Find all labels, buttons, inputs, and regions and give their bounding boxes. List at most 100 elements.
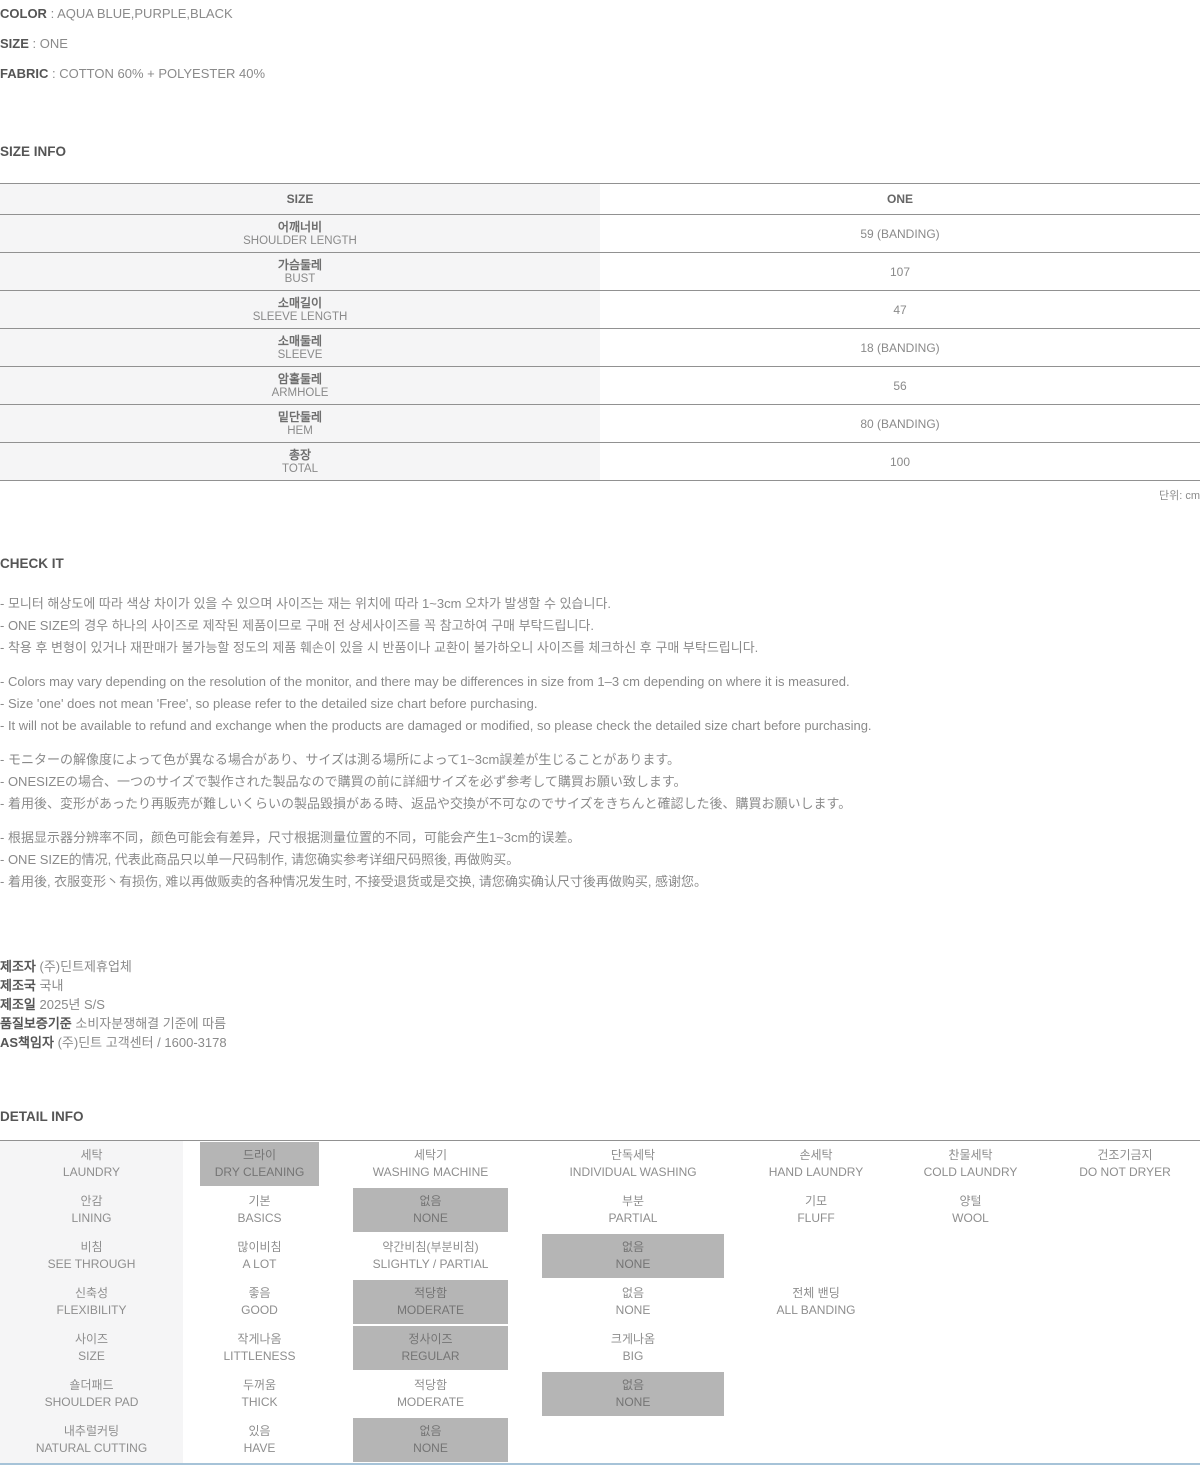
detail-option-cell xyxy=(891,1371,1050,1417)
detail-option-kr: 정사이즈 xyxy=(408,1332,453,1346)
detail-option-kr: 있음 xyxy=(248,1424,271,1438)
check-it-paragraphs: - 모니터 해상도에 따라 색상 차이가 있을 수 있으며 사이즈는 재는 위치… xyxy=(0,593,1200,893)
detail-category-cell: 신축성 FLEXIBILITY xyxy=(0,1279,183,1325)
size-table: SIZE ONE 어깨너비 SHOULDER LENGTH 59 (BANDING)… xyxy=(0,183,1200,481)
check-it-line: - 착용 후 변형이 있거나 재판매가 불가능할 정도의 제품 훼손이 있을 시… xyxy=(0,640,759,655)
size-table-rows: 어깨너비 SHOULDER LENGTH 59 (BANDING) 가슴둘레 BUST 1… xyxy=(0,215,1200,481)
manufacturer-line: 제조자 (주)딘트제휴업체 xyxy=(0,957,1200,976)
detail-category-cell: 세탁 LAUNDRY xyxy=(0,1141,183,1187)
detail-option: 약간비침(부분비침) SLIGHTLY / PARTIAL xyxy=(353,1234,508,1278)
detail-option-selected: 정사이즈 REGULAR xyxy=(353,1326,508,1370)
size-row-value: 107 xyxy=(889,264,911,279)
detail-option-kr: 두꺼움 xyxy=(242,1378,277,1392)
size-info-heading: SIZE INFO xyxy=(0,144,67,159)
check-it-line: - Colors may vary depending on the resol… xyxy=(0,674,850,689)
detail-table: 세탁 LAUNDRY 드라이 DRY CLEANING 세탁기 WASHING MACHI… xyxy=(0,1140,1200,1465)
attr-fabric-label: FABRIC xyxy=(0,66,49,81)
check-it-paragraph: - 根据显示器分辨率不同，颜色可能会有差异，尺寸根据测量位置的不同，可能会产生1… xyxy=(0,827,1200,893)
manufacturer-label: 제조일 xyxy=(0,997,36,1012)
attr-fabric-value: COTTON 60% + POLYESTER 40% xyxy=(59,66,266,81)
detail-option: 양털 WOOL xyxy=(908,1188,1033,1232)
detail-option-kr: 기모 xyxy=(804,1194,828,1208)
check-it-line: - ONESIZEの場合、一つのサイズで製作された製品なので購買の前に詳細サイズ… xyxy=(0,774,687,789)
detail-option-cell xyxy=(1050,1187,1200,1233)
product-attributes: COLOR : AQUA BLUE,PURPLE,BLACK SIZE : ON… xyxy=(0,6,1200,81)
size-row-value: 80 (BANDING) xyxy=(860,416,940,431)
detail-option-cell: 있음 HAVE xyxy=(183,1417,336,1463)
manufacturer-label: 제조자 xyxy=(0,959,36,974)
detail-option: 적당함 MODERATE xyxy=(353,1372,508,1416)
size-row-label-cell: 총장 TOTAL xyxy=(0,443,600,480)
check-it-heading: CHECK IT xyxy=(0,556,64,571)
detail-option-en: REGULAR xyxy=(401,1349,460,1363)
manufacturer-value: (주)딘트제휴업체 xyxy=(39,959,132,974)
size-row-label-kr: 가슴둘레 xyxy=(277,257,323,272)
check-it-paragraph: - モニターの解像度によって色が異なる場合があり、サイズは測る場所によって1~3… xyxy=(0,749,1200,815)
detail-option-cell: 정사이즈 REGULAR xyxy=(336,1325,525,1371)
attr-size-value: ONE xyxy=(39,36,68,51)
detail-option-cell: 기본 BASICS xyxy=(183,1187,336,1233)
detail-option-kr: 작게나옴 xyxy=(237,1332,282,1346)
size-table-header-label: SIZE xyxy=(286,192,314,206)
detail-option-kr: 건조기금지 xyxy=(1097,1148,1153,1162)
size-row-label-kr: 총장 xyxy=(288,447,312,462)
detail-info-heading: DETAIL INFO xyxy=(0,1109,84,1124)
size-row-label-kr: 소매길이 xyxy=(277,295,323,310)
detail-option-selected: 없음 NONE xyxy=(353,1418,508,1462)
detail-option-en: ALL BANDING xyxy=(776,1303,856,1317)
detail-option-kr: 많이비침 xyxy=(237,1240,282,1254)
size-table-row: 어깨너비 SHOULDER LENGTH 59 (BANDING) xyxy=(0,215,1200,253)
size-row-label-cell: 소매길이 SLEEVE LENGTH xyxy=(0,291,600,328)
check-it-line: - It will not be available to refund and… xyxy=(0,718,872,733)
detail-option-selected: 없음 NONE xyxy=(542,1372,724,1416)
detail-option-kr: 전체 밴딩 xyxy=(792,1286,840,1300)
detail-category-kr: 세탁 xyxy=(80,1148,103,1162)
detail-option-cell xyxy=(1050,1371,1200,1417)
detail-option-cell: 드라이 DRY CLEANING xyxy=(183,1141,336,1187)
size-table-header-row: SIZE ONE xyxy=(0,184,1200,215)
size-row-value-cell: 80 (BANDING) xyxy=(600,405,1200,442)
detail-option-cell xyxy=(891,1417,1050,1463)
attr-size: SIZE : ONE xyxy=(0,36,1200,51)
size-row-value: 100 xyxy=(889,454,911,469)
unit-note: 단위: cm xyxy=(1158,490,1200,502)
detail-option: 좋음 GOOD xyxy=(200,1280,319,1324)
check-it-line: - 모니터 해상도에 따라 색상 차이가 있을 수 있으며 사이즈는 재는 위치… xyxy=(0,596,612,611)
detail-option-cell: 두꺼움 THICK xyxy=(183,1371,336,1417)
size-row-label-cell: 암홀둘레 ARMHOLE xyxy=(0,367,600,404)
size-row-value-cell: 107 xyxy=(600,253,1200,290)
manufacturer-line: 제조국 국내 xyxy=(0,976,1200,995)
detail-option: 기모 FLUFF xyxy=(758,1188,874,1232)
size-row-label-en: TOTAL xyxy=(282,462,318,475)
size-table-row: 소매길이 SLEEVE LENGTH 47 xyxy=(0,291,1200,329)
size-table-row: 암홀둘레 ARMHOLE 56 xyxy=(0,367,1200,405)
size-row-label-kr: 암홀둘레 xyxy=(277,371,323,386)
detail-option: 건조기금지 DO NOT DRYER xyxy=(1067,1142,1183,1186)
detail-table-row: 세탁 LAUNDRY 드라이 DRY CLEANING 세탁기 WASHING MACHI… xyxy=(0,1141,1200,1187)
detail-option-en: NONE xyxy=(615,1395,651,1409)
size-row-label-en: SHOULDER LENGTH xyxy=(243,234,357,247)
size-row-label-kr: 밑단둘레 xyxy=(277,409,323,424)
check-it-line: - 着用後、変形があったり再販売が難しいくらいの製品毀損がある時、返品や交換が不… xyxy=(0,796,852,811)
detail-option-en: GOOD xyxy=(241,1303,278,1317)
detail-option-cell: 건조기금지 DO NOT DRYER xyxy=(1050,1141,1200,1187)
detail-option-cell xyxy=(1050,1279,1200,1325)
detail-option-cell xyxy=(741,1325,891,1371)
detail-category-kr: 안감 xyxy=(80,1194,103,1208)
detail-category-en: SHOULDER PAD xyxy=(44,1395,139,1409)
detail-option: 단독세탁 INDIVIDUAL WASHING xyxy=(542,1142,724,1186)
detail-table-row: 사이즈 SIZE 작게나옴 LITTLENESS 정사이즈 REGULAR 크게나옴 BIG xyxy=(0,1325,1200,1371)
detail-option-en: COLD LAUNDRY xyxy=(923,1165,1018,1179)
detail-option-cell xyxy=(1050,1233,1200,1279)
detail-option-selected: 드라이 DRY CLEANING xyxy=(200,1142,319,1186)
detail-option-en: THICK xyxy=(241,1395,278,1409)
detail-option-kr: 손세탁 xyxy=(799,1148,833,1162)
detail-category-en: FLEXIBILITY xyxy=(56,1303,127,1317)
check-it-line: - Size 'one' does not mean 'Free', so pl… xyxy=(0,696,538,711)
size-row-label-en: BUST xyxy=(284,272,316,285)
check-it-line: - ONE SIZE的情况, 代表此商品只以单一尺码制作, 请您确实参考详细尺码… xyxy=(0,852,520,867)
detail-table-row: 비침 SEE THROUGH 많이비침 A LOT 약간비침(부분비침) SLIGHTLY… xyxy=(0,1233,1200,1279)
detail-option: 많이비침 A LOT xyxy=(200,1234,319,1278)
size-table-header-value-cell: ONE xyxy=(600,184,1200,214)
